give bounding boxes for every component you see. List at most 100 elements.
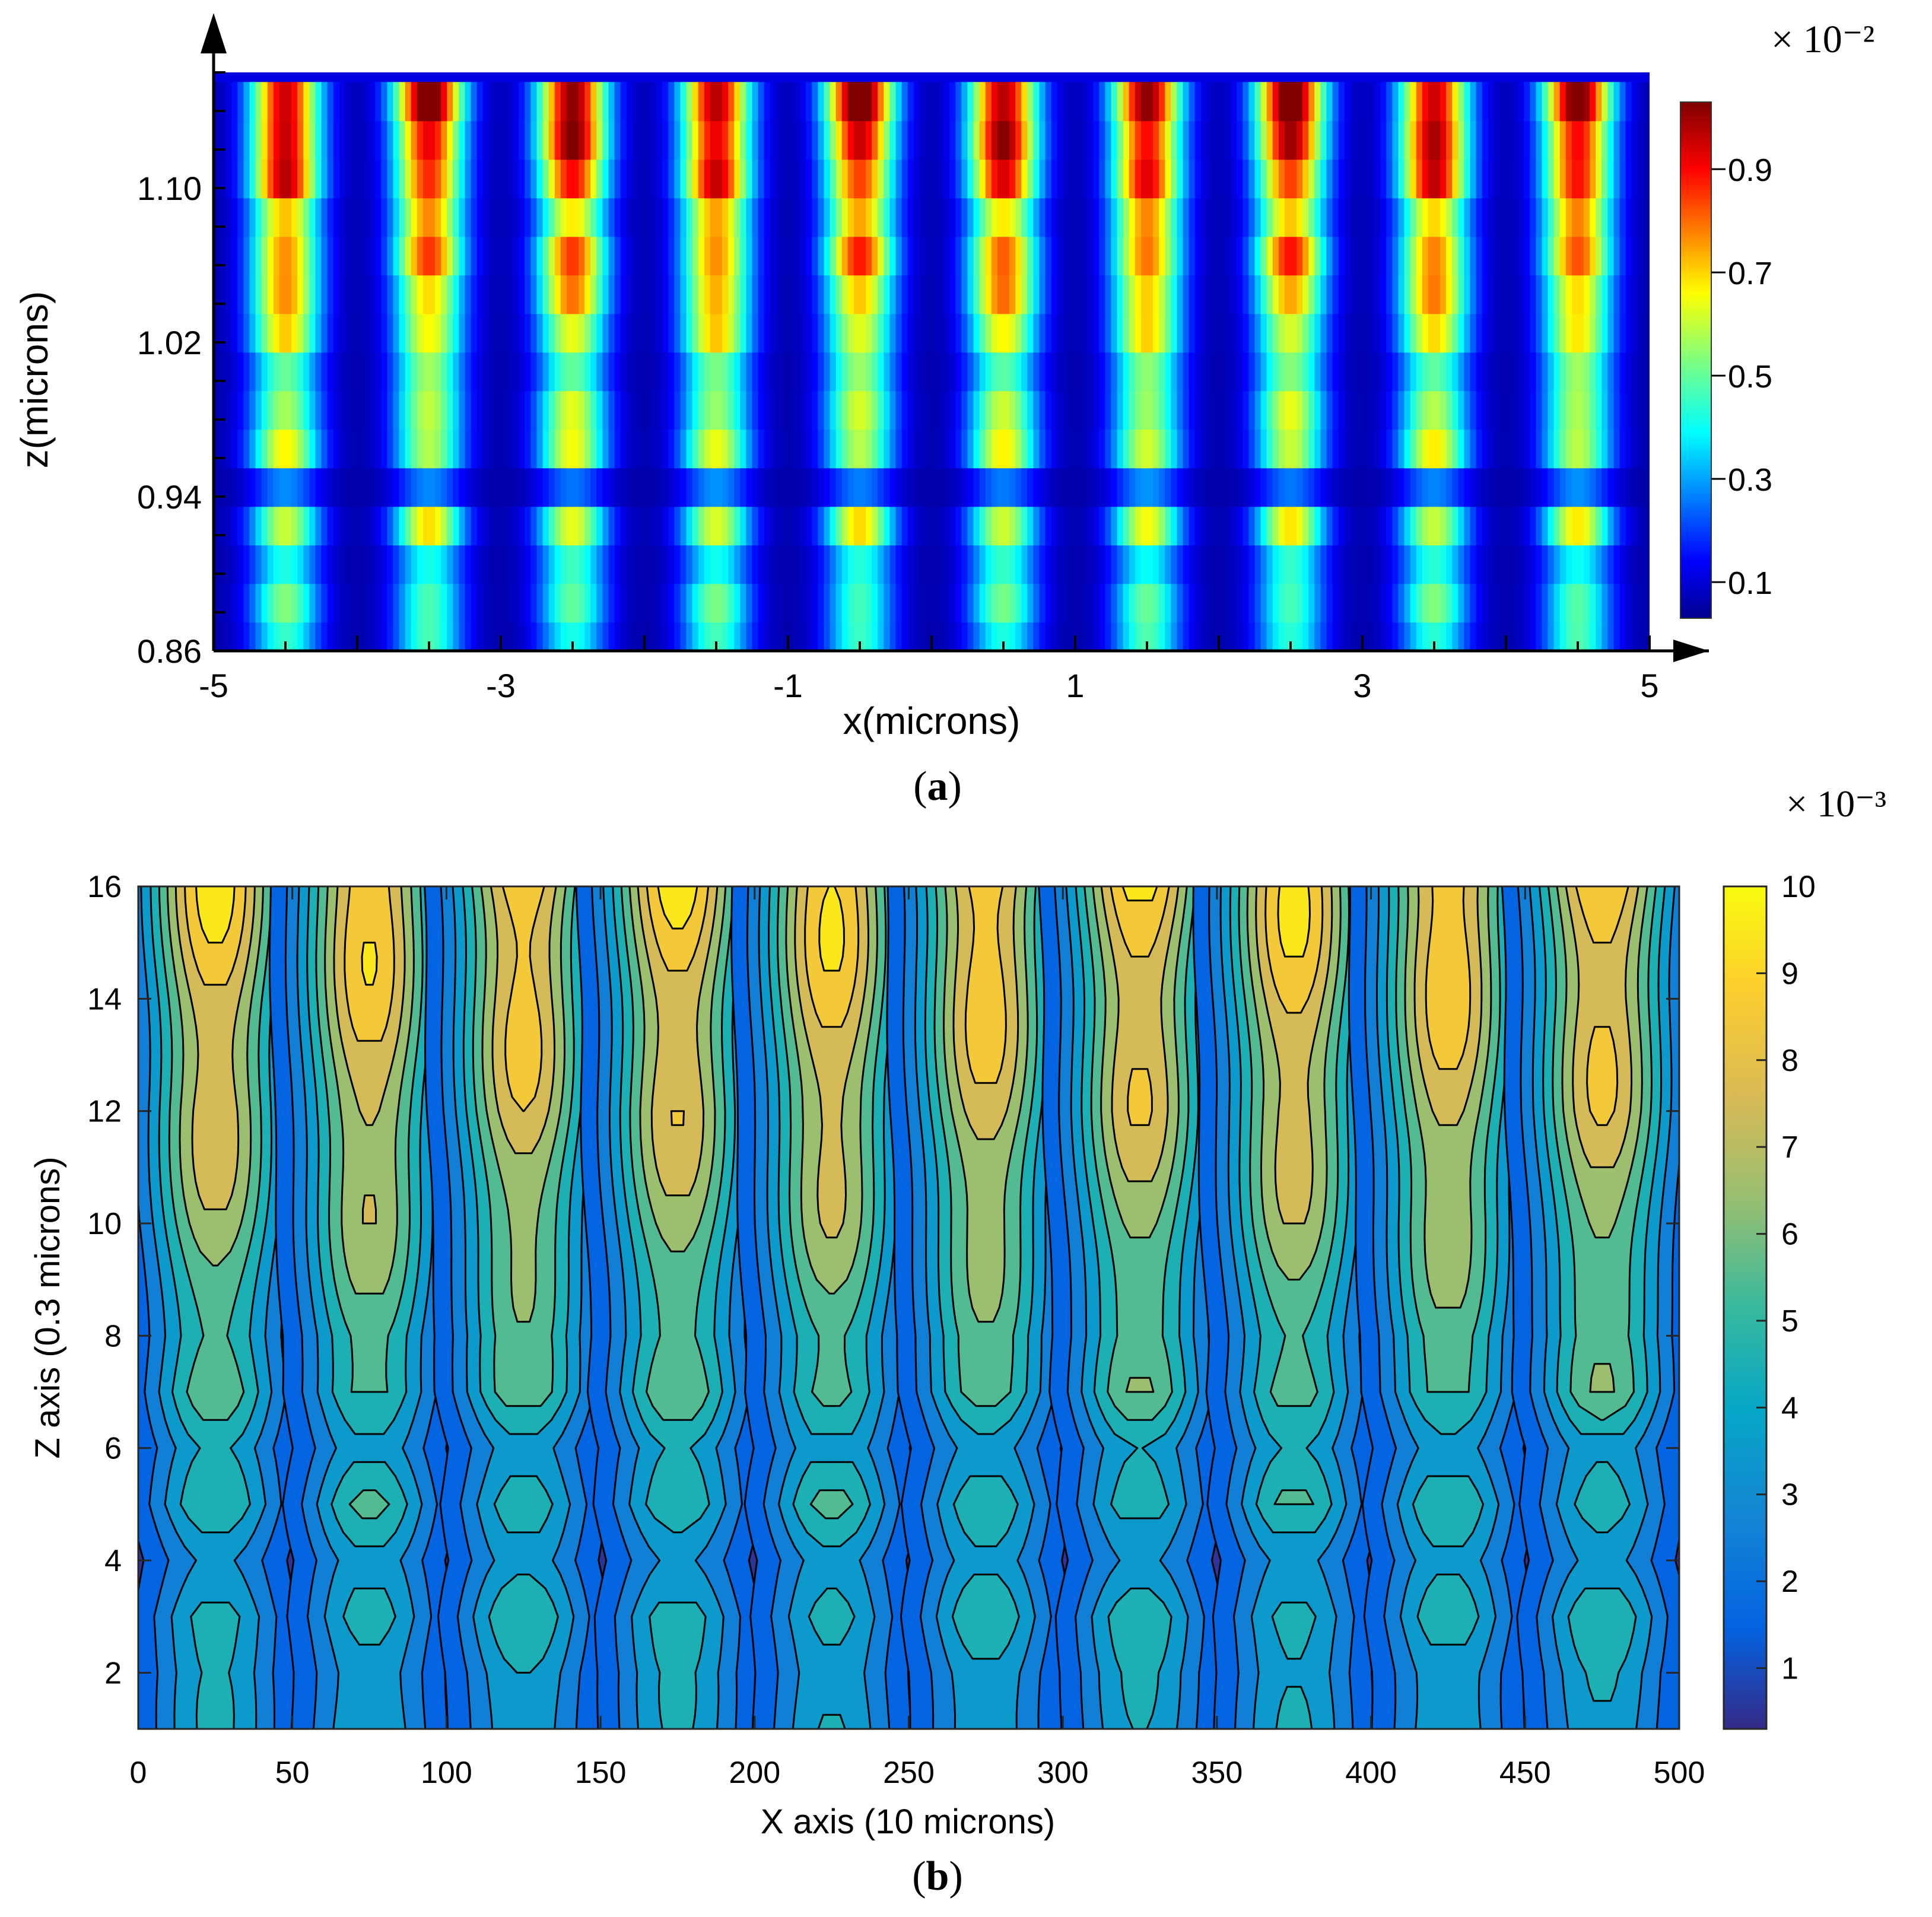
heatmap-cell <box>214 275 221 314</box>
heatmap-cell <box>303 468 310 507</box>
heatmap-cell <box>716 468 723 507</box>
heatmap-cell <box>1476 236 1483 276</box>
heatmap-cell <box>255 198 262 237</box>
heatmap-cell <box>1129 622 1136 651</box>
heatmap-cell <box>584 429 592 469</box>
heatmap-cell <box>1159 429 1166 469</box>
heatmap-cell <box>674 159 681 199</box>
heatmap-cell <box>1219 429 1226 469</box>
heatmap-cell <box>297 82 304 122</box>
heatmap-cell <box>758 82 765 122</box>
heatmap-cell <box>1206 236 1213 276</box>
heatmap-cell <box>1499 468 1507 507</box>
heatmap-cell <box>913 545 920 584</box>
heatmap-cell <box>1189 583 1196 623</box>
heatmap-cell <box>764 429 771 469</box>
heatmap-cell <box>1189 82 1196 122</box>
heatmap-cell <box>1464 468 1471 507</box>
heatmap-cell <box>1482 506 1489 546</box>
heatmap-cell <box>776 468 783 507</box>
heatmap-cell <box>1129 313 1136 353</box>
heatmap-cell <box>1553 545 1561 584</box>
heatmap-cell <box>351 198 358 237</box>
heatmap-cell <box>1452 82 1459 122</box>
heatmap-cell <box>1087 236 1094 276</box>
heatmap-cell <box>1206 82 1213 122</box>
heatmap-cell <box>435 236 442 276</box>
heatmap-cell <box>1506 236 1513 276</box>
heatmap-cell <box>925 82 932 122</box>
heatmap-cell <box>1607 506 1615 546</box>
heatmap-cell <box>1362 352 1369 392</box>
heatmap-cell <box>1625 352 1632 392</box>
heatmap-cell <box>482 390 490 430</box>
heatmap-cell <box>979 352 986 392</box>
heatmap-cell <box>812 159 819 199</box>
heatmap-cell <box>327 120 334 160</box>
heatmap-cell <box>291 429 298 469</box>
heatmap-cell <box>662 198 669 237</box>
heatmap-cell <box>835 198 843 237</box>
heatmap-cell <box>494 159 501 199</box>
heatmap-cell <box>482 275 490 314</box>
heatmap-cell <box>560 275 567 314</box>
heatmap-cell <box>1081 198 1088 237</box>
heatmap-cell <box>1356 622 1363 651</box>
heatmap-cell <box>1398 236 1405 276</box>
heatmap-cell <box>1015 429 1022 469</box>
heatmap-cell <box>255 468 262 507</box>
heatmap-cell <box>1069 159 1076 199</box>
heatmap-cell <box>1422 622 1429 651</box>
heatmap-cell <box>1297 236 1304 276</box>
heatmap-cell <box>435 313 442 353</box>
heatmap-cell <box>1200 159 1208 199</box>
heatmap-cell <box>1536 159 1543 199</box>
heatmap-cell <box>680 82 687 122</box>
heatmap-cell <box>267 313 274 353</box>
heatmap-cell <box>1278 506 1285 546</box>
heatmap-cell <box>818 468 825 507</box>
heatmap-cell <box>925 120 932 160</box>
heatmap-cell <box>1494 429 1501 469</box>
heatmap-cell <box>345 583 352 623</box>
heatmap-cell <box>1482 583 1489 623</box>
heatmap-cell <box>315 313 322 353</box>
heatmap-cell <box>1404 429 1411 469</box>
heatmap-cell <box>1093 275 1100 314</box>
heatmap-cell <box>1165 236 1172 276</box>
heatmap-cell <box>770 236 777 276</box>
heatmap-cell <box>261 120 268 160</box>
heatmap-cell <box>422 236 430 276</box>
heatmap-cell <box>728 159 735 199</box>
heatmap-cell <box>835 429 843 469</box>
heatmap-cell <box>1530 275 1537 314</box>
heatmap-cell <box>752 352 759 392</box>
heatmap-cell <box>1159 622 1166 651</box>
heatmap-cell <box>943 390 951 430</box>
heatmap-cell <box>1578 468 1585 507</box>
heatmap-cell <box>1499 82 1507 122</box>
heatmap-cell <box>1147 583 1154 623</box>
heatmap-cell <box>1607 275 1615 314</box>
heatmap-cell <box>351 583 358 623</box>
heatmap-cell <box>1524 506 1531 546</box>
heatmap-cell <box>333 120 340 160</box>
heatmap-cell <box>1291 275 1298 314</box>
heatmap-cell <box>1464 120 1471 160</box>
heatmap-cell <box>644 583 652 623</box>
heatmap-cell <box>626 159 633 199</box>
heatmap-cell <box>220 275 227 314</box>
heatmap-cell <box>1129 390 1136 430</box>
heatmap-cell <box>1099 545 1106 584</box>
contour-band <box>348 1489 390 1519</box>
heatmap-cell <box>381 313 388 353</box>
heatmap-cell <box>321 198 328 237</box>
heatmap-cell <box>1559 120 1566 160</box>
heatmap-cell <box>919 429 926 469</box>
heatmap-cell <box>1260 120 1267 160</box>
heatmap-cell <box>632 82 639 122</box>
heatmap-cell <box>878 506 885 546</box>
heatmap-cell <box>632 390 639 430</box>
heatmap-cell <box>830 120 837 160</box>
heatmap-cell <box>345 275 352 314</box>
